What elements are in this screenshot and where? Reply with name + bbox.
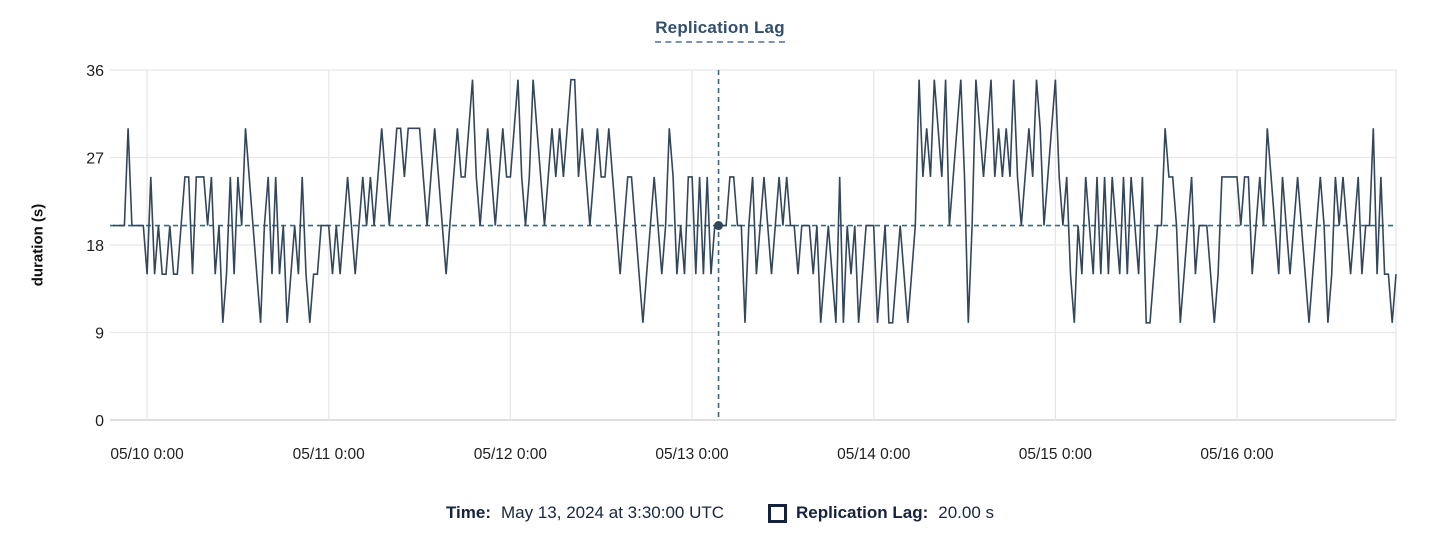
x-tick-label: 05/11 0:00: [293, 446, 365, 463]
y-tick-label: 0: [95, 413, 104, 430]
y-tick-label: 36: [86, 63, 104, 80]
tooltip-time-label: Time:: [445, 503, 491, 522]
replication-lag-series[interactable]: [113, 78, 1397, 324]
tooltip-series-label: Replication Lag:: [796, 503, 929, 522]
x-tick-label: 05/15 0:00: [1019, 446, 1093, 463]
tooltip-legend: Time: May 13, 2024 at 3:30:00 UTC Replic…: [0, 503, 1440, 523]
series-chip-icon[interactable]: [768, 503, 788, 523]
y-tick-label: 27: [86, 151, 104, 168]
x-tick-label: 05/12 0:00: [474, 446, 548, 463]
chart-title[interactable]: Replication Lag: [655, 18, 785, 43]
x-tick-label: 05/10 0:00: [110, 446, 184, 463]
tooltip-time: Time: May 13, 2024 at 3:30:00 UTC: [446, 503, 724, 523]
y-tick-label: 18: [86, 238, 104, 255]
chart-title-wrap: Replication Lag: [0, 18, 1440, 43]
tooltip-time-value: May 13, 2024 at 3:30:00 UTC: [501, 503, 725, 522]
x-tick-label: 05/16 0:00: [1200, 446, 1274, 463]
x-tick-label: 05/13 0:00: [655, 446, 729, 463]
chart-svg[interactable]: 0 9 18 27 36 05/10 0:00 05/11 0:00 05/12 0:00 05…: [0, 0, 1440, 475]
tooltip-series: Replication Lag: 20.00 s: [768, 503, 994, 523]
x-tick-label: 05/14 0:00: [837, 446, 911, 463]
tooltip-series-value: 20.00 s: [938, 503, 995, 522]
y-tick-label: 9: [95, 326, 104, 343]
point-marker: [714, 221, 724, 231]
